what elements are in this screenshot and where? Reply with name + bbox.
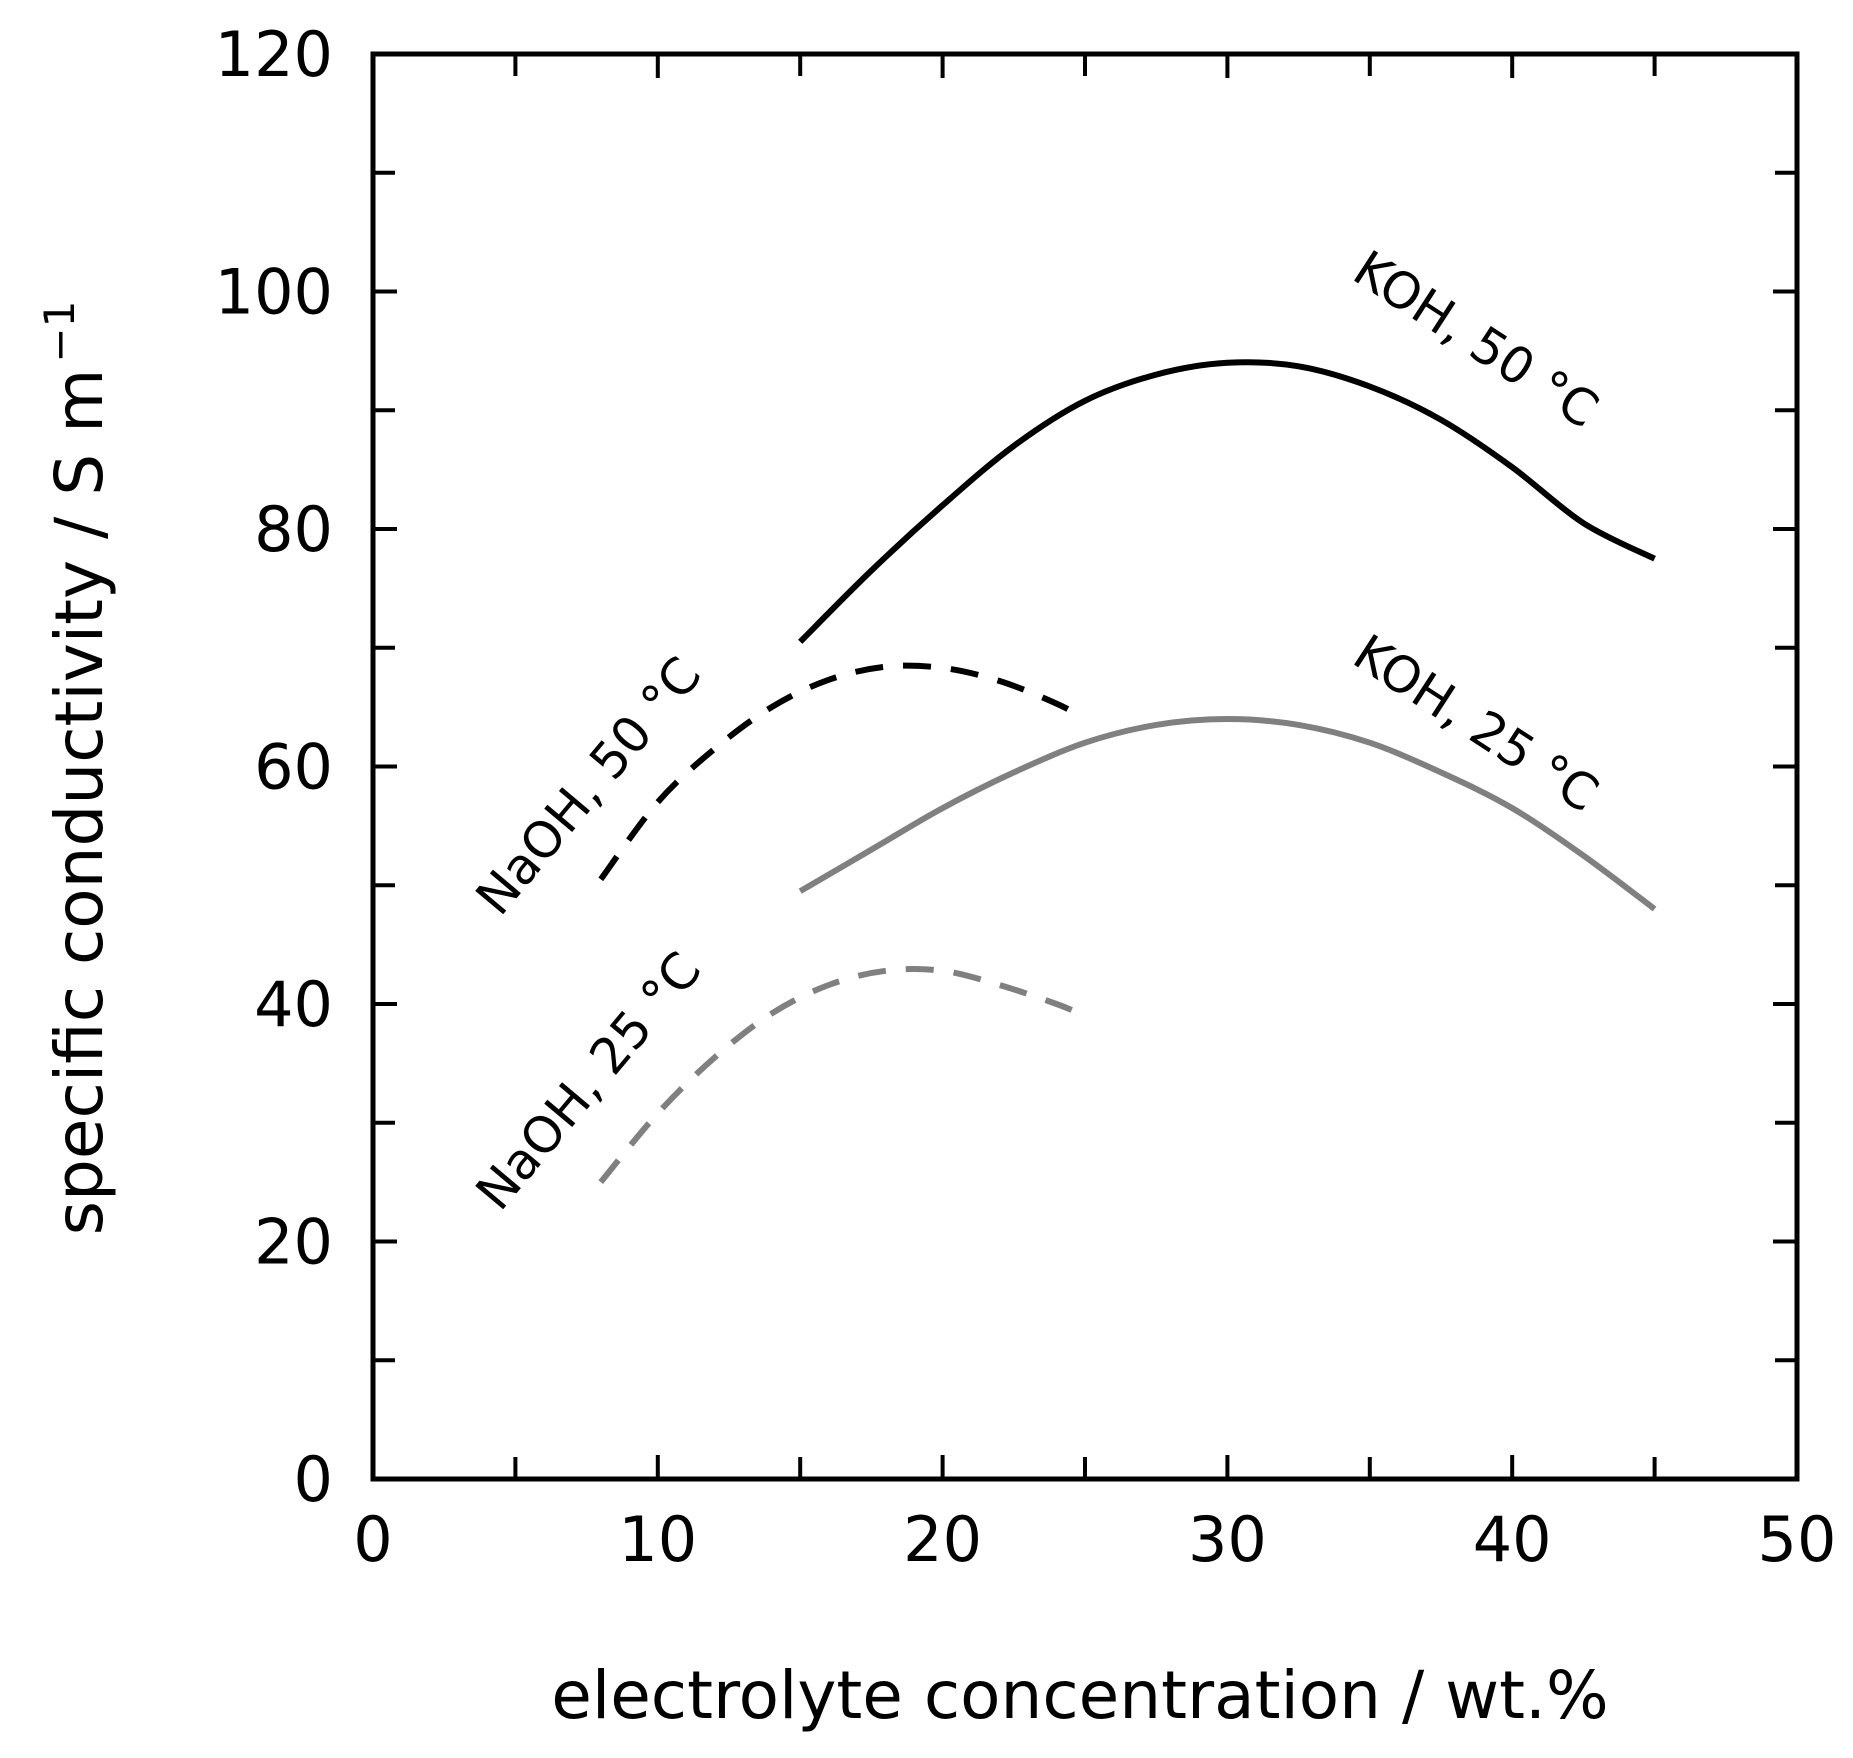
series-label-naoh-25c: NaOH, 25 °C xyxy=(465,941,713,1221)
y-axis-title-main: specific conductivity / S m xyxy=(41,369,118,1236)
series-line-naoh-50c xyxy=(598,662,1087,882)
tick-labels-group: 0 10 20 30 40 50 0 20 40 60 80 100 120 xyxy=(215,18,1837,1576)
series-label-koh-50c: KOH, 50 °C xyxy=(1343,239,1608,439)
x-axis-title: electrolyte concentration / wt.% xyxy=(551,1657,1608,1734)
y-tick-label: 120 xyxy=(215,18,333,91)
x-tick-label: 20 xyxy=(903,1503,982,1576)
series-line-koh-50c xyxy=(798,359,1656,644)
x-tick-label: 40 xyxy=(1473,1503,1552,1576)
y-tick-label: 40 xyxy=(254,968,333,1041)
series-line-naoh-25c xyxy=(598,966,1087,1185)
x-tick-label: 30 xyxy=(1188,1503,1267,1576)
x-tick-label: 10 xyxy=(618,1503,697,1576)
series-line-koh-25c xyxy=(798,715,1657,912)
series-label-koh-25c: KOH, 25 °C xyxy=(1343,623,1608,823)
y-axis-title: specific conductivity / S m−1 xyxy=(35,301,118,1236)
y-tick-label: 80 xyxy=(254,493,333,566)
y-tick-label: 0 xyxy=(294,1443,333,1516)
plot-series-group xyxy=(598,359,1657,1185)
x-tick-label: 0 xyxy=(353,1503,392,1576)
y-tick-label: 60 xyxy=(254,731,333,804)
axis-ticks-group xyxy=(373,54,1797,1479)
x-tick-label: 50 xyxy=(1758,1503,1837,1576)
y-tick-label: 20 xyxy=(254,1206,333,1279)
y-axis-title-exponent: −1 xyxy=(35,301,84,363)
y-tick-label: 100 xyxy=(215,256,333,329)
